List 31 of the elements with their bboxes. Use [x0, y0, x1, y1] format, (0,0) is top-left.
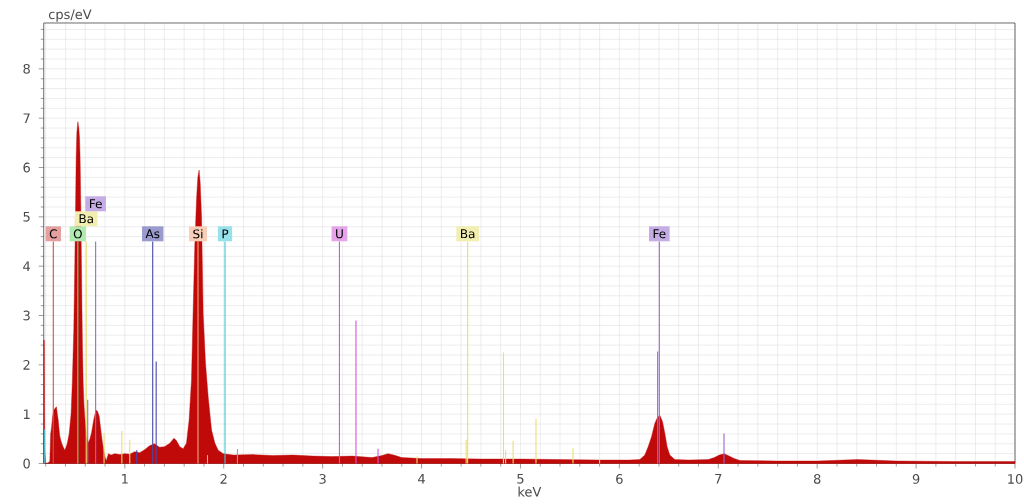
y-tick-label: 2 [23, 360, 30, 370]
x-tick-label: 9 [912, 474, 920, 484]
y-tick-label: 1 [23, 409, 30, 419]
y-tick-label: 8 [23, 63, 30, 74]
y-tick-label: 6 [23, 162, 30, 173]
series-label: Ba [461, 229, 475, 239]
x-tick-label: 5 [517, 474, 524, 484]
series-label: Fe [653, 229, 666, 239]
x-tick-label: 6 [616, 474, 623, 484]
series-label: P [222, 229, 229, 239]
x-tick-label: 4 [418, 474, 425, 484]
x-tick-label: 10 [1008, 474, 1023, 484]
y-tick-label: 0 [23, 458, 30, 469]
x-tick-label: 1 [122, 474, 128, 484]
series-label: U [336, 229, 343, 239]
x-axis-title: keV [518, 486, 542, 497]
x-tick-label: 8 [813, 474, 821, 484]
text: Ba [79, 214, 93, 224]
y-tick-label: 4 [23, 261, 31, 271]
series-label: O [73, 229, 82, 239]
x-tick-label: 7 [715, 474, 722, 484]
y-tick-label: 3 [23, 310, 30, 321]
y-axis-title: cps/eV [48, 9, 92, 22]
series-label: Si [193, 229, 203, 239]
text: Fe [90, 199, 102, 209]
x-tick-label: 2 [220, 474, 227, 484]
x-tick-label: 3 [319, 474, 326, 484]
y-tick-label: 5 [23, 212, 30, 222]
series-label: As [145, 229, 160, 239]
series-label: C [49, 229, 57, 239]
y-tick-label: 7 [23, 113, 30, 123]
